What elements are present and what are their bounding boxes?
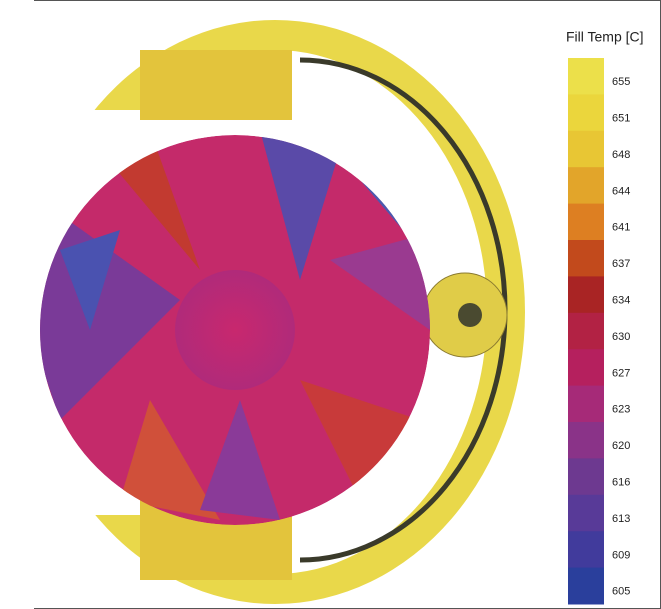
color-swatch [568, 94, 604, 131]
legend-label: 637 [612, 258, 630, 270]
legend-label: 655 [612, 76, 630, 88]
color-swatch [568, 240, 604, 277]
legend-label: 605 [612, 586, 630, 598]
legend-label: 613 [612, 513, 630, 525]
legend-label: 644 [612, 185, 630, 197]
legend-label: 641 [612, 222, 630, 234]
legend-label: 630 [612, 331, 630, 343]
color-swatch [568, 276, 604, 313]
legend-label: 623 [612, 404, 630, 416]
color-swatch [568, 422, 604, 459]
legend-label: 651 [612, 113, 630, 125]
color-swatch [568, 58, 604, 95]
color-swatch [568, 531, 604, 568]
legend-label: 648 [612, 149, 630, 161]
legend-label: 609 [612, 549, 630, 561]
color-swatch [568, 458, 604, 495]
color-swatch [568, 204, 604, 241]
color-swatch [568, 167, 604, 204]
color-swatch [568, 568, 604, 605]
color-swatch [568, 131, 604, 168]
color-swatch [568, 349, 604, 386]
screenshot: Fill Temp [C] 655 651 648 644 641 637 634 630 62… [0, 0, 661, 609]
color-swatch [568, 495, 604, 532]
legend-label: 620 [612, 440, 630, 452]
color-swatch [568, 386, 604, 423]
legend-label: 627 [612, 367, 630, 379]
legend-label: 634 [612, 295, 630, 307]
legend-label: 616 [612, 477, 630, 489]
color-swatch [568, 313, 604, 350]
legend-title: Fill Temp [C] [566, 29, 644, 45]
